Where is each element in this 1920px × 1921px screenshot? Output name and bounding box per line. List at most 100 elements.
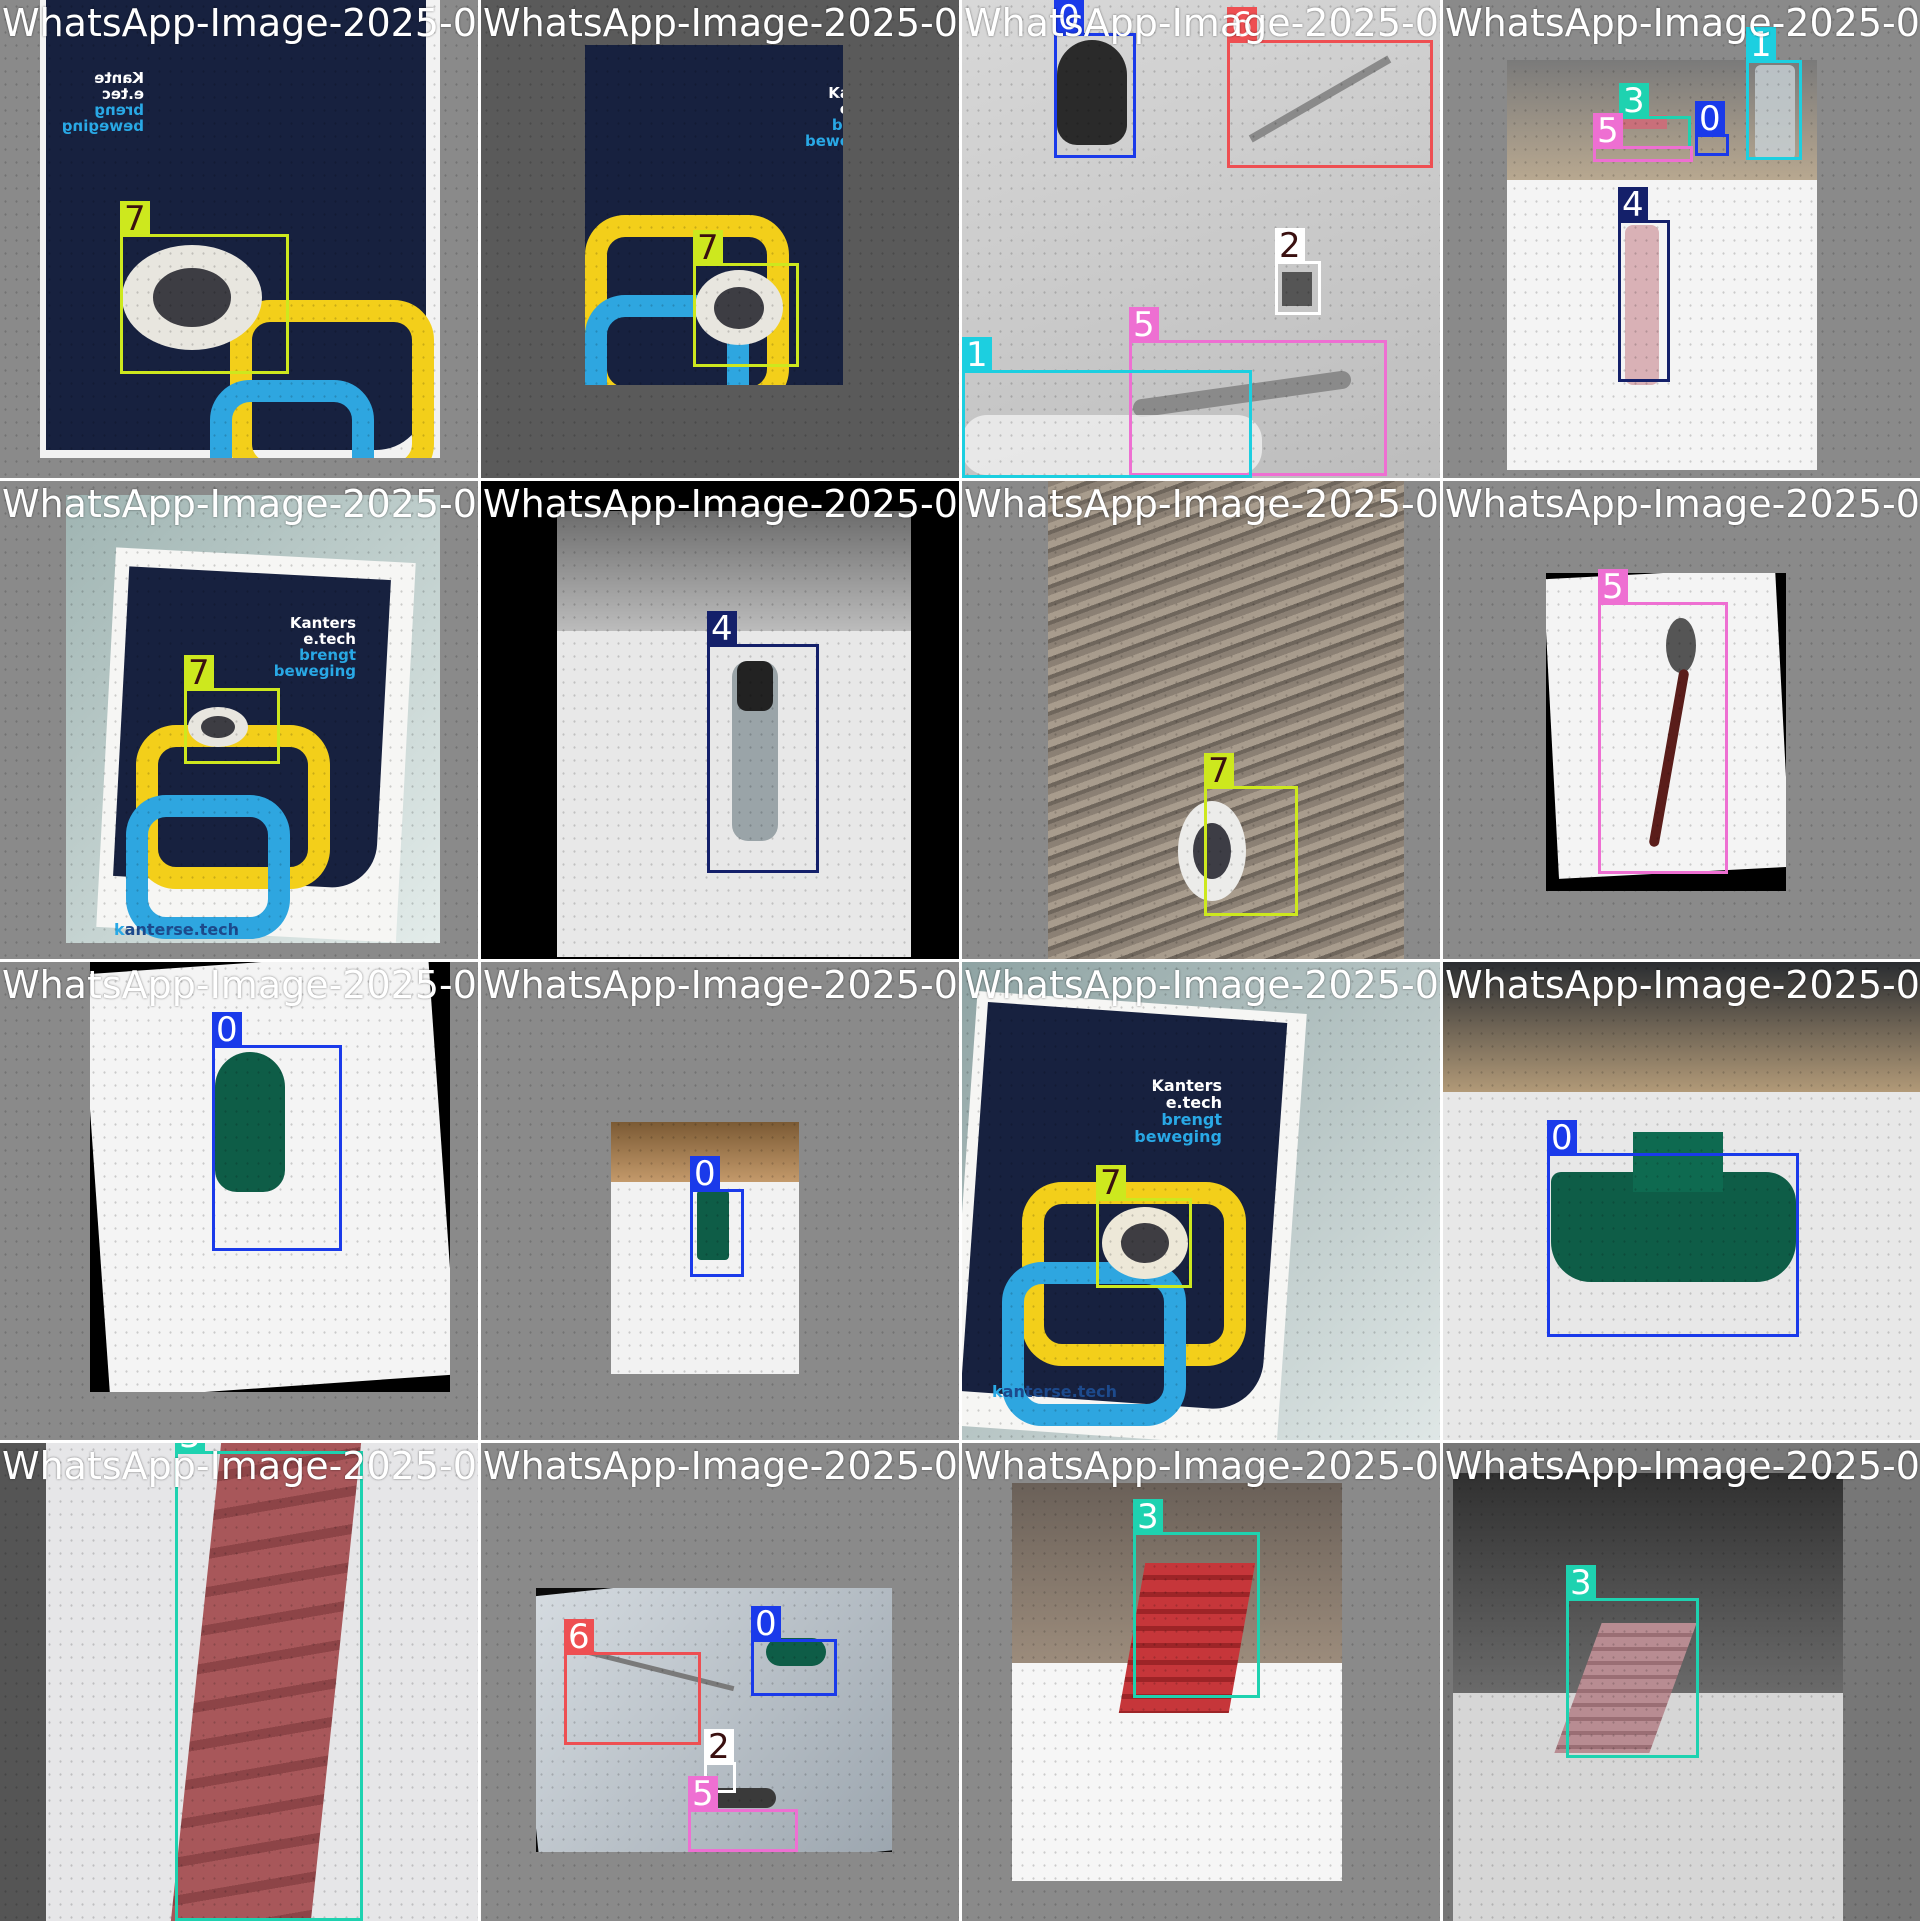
detection-box: 0 xyxy=(1054,0,1136,158)
tile-8: WhatsApp-Image-2025-03-0 5 xyxy=(1443,481,1920,959)
detection-box: 3 xyxy=(1619,83,1691,149)
detection-box: 5 xyxy=(1129,307,1387,476)
detection-box: 7 xyxy=(693,230,799,367)
tile-filename: WhatsApp-Image-2025-03-08at17_53_09 xyxy=(483,1444,959,1488)
tile-photo: Kanters e.tech brengt beweging kanterse.… xyxy=(962,962,1440,1440)
class-label: 7 xyxy=(184,655,214,691)
tile-photo xyxy=(1546,573,1786,891)
tile-13: WhatsApp-Image-2025-02-27at09_02_24-17 3 xyxy=(0,1443,478,1921)
class-label: 1 xyxy=(962,337,992,373)
tile-filename: WhatsApp-Image-2025-02-27at09_02_25-54 xyxy=(483,963,959,1007)
class-label: 3 xyxy=(175,1443,205,1454)
detection-box: 7 xyxy=(184,655,280,764)
detection-box: 3 xyxy=(1566,1565,1699,1758)
tile-filename: WhatsApp-Image-2025-03-08at17_10_08-2 xyxy=(2,482,478,526)
class-label: 7 xyxy=(120,201,150,237)
tile-15: WhatsApp-Image-2025-02-27at09_02_24-19 3 xyxy=(962,1443,1440,1921)
tile-12: WhatsApp-Image-2025-02-2 0 xyxy=(1443,962,1920,1440)
detection-box: 3 xyxy=(1133,1499,1260,1698)
tile-10: WhatsApp-Image-2025-02-27at09_02_25-54 0 xyxy=(481,962,959,1440)
class-label: 0 xyxy=(690,1156,720,1192)
tile-11: Kanters e.tech brengt beweging kanterse.… xyxy=(962,962,1440,1440)
tile-filename: WhatsApp-Image-2025-03-08at17_11_13-1 xyxy=(2,1,478,45)
tile-filename: WhatsApp-Image-2025-02-27at09_02_24-17 xyxy=(2,1444,478,1488)
tile-filename: WhatsApp-Image-2025-02-2 xyxy=(1445,963,1920,1007)
class-label: 5 xyxy=(688,1776,718,1812)
poster-text: Ka e br bewe xyxy=(805,85,843,149)
class-label: 3 xyxy=(1566,1565,1596,1601)
tile-filename: WhatsApp-Image-2025-03-08at10_55_20-1 xyxy=(964,1,1440,45)
detection-box: 7 xyxy=(120,201,289,374)
class-label: 0 xyxy=(751,1606,781,1642)
tile-filename: WhatsApp-Image-2025-03-08at17_14_23-1 xyxy=(964,482,1440,526)
class-label: 0 xyxy=(1054,0,1084,36)
class-label: 7 xyxy=(693,230,723,266)
class-label: 6 xyxy=(1227,7,1257,43)
detection-box: 6 xyxy=(564,1619,701,1745)
tile-photo xyxy=(557,511,911,957)
tile-photo xyxy=(90,962,450,1392)
tile-9: WhatsApp-Image-2025-02-27at09_02_25-64 0 xyxy=(0,962,478,1440)
detection-box: 0 xyxy=(1547,1120,1799,1337)
class-label: 3 xyxy=(1619,83,1649,119)
class-label: 0 xyxy=(1547,1120,1577,1156)
tile-photo: Kante e.tec breng beweging xyxy=(40,0,440,458)
class-label: 2 xyxy=(1275,228,1305,264)
tile-3: WhatsApp-Image-2025-03-08at10_55_20-1 0 … xyxy=(962,0,1440,478)
tile-photo: Ka e br bewe xyxy=(585,45,843,385)
poster-logo: kanterse.tech xyxy=(114,920,239,939)
tile-filename: WhatsApp-Image-2025-02-2 xyxy=(1445,1444,1920,1488)
tile-photo xyxy=(1453,1473,1843,1921)
detection-box: 0 xyxy=(212,1012,342,1251)
tile-photo xyxy=(1443,962,1920,1440)
tile-filename: WhatsApp-Image-2025-03-08at17_11_48-1 xyxy=(483,1,959,45)
detection-box: 5 xyxy=(1593,113,1693,162)
detection-box: 3 xyxy=(175,1443,363,1921)
detection-box: 6 xyxy=(1227,7,1433,168)
detection-box: 1 xyxy=(962,337,1252,478)
class-label: 6 xyxy=(564,1619,594,1655)
detection-box: 0 xyxy=(1695,101,1729,156)
tile-photo xyxy=(46,1443,478,1921)
class-label: 5 xyxy=(1598,569,1628,605)
detection-box: 7 xyxy=(1204,753,1298,916)
detection-box: 2 xyxy=(1275,228,1321,315)
detection-box: 5 xyxy=(688,1776,798,1852)
tile-14: WhatsApp-Image-2025-03-08at17_53_09 6 0 … xyxy=(481,1443,959,1921)
class-label: 3 xyxy=(1133,1499,1163,1535)
tile-filename: WhatsApp-Image-2025-03-08at17_11_17-jp xyxy=(964,963,1440,1007)
tile-7: WhatsApp-Image-2025-03-08at17_14_23-1 7 xyxy=(962,481,1440,959)
class-label: 4 xyxy=(707,611,737,647)
tile-filename: WhatsApp-Image-2025-02-27at09_02_25-64 xyxy=(2,963,478,1007)
class-label: 5 xyxy=(1593,113,1623,149)
poster-text: Kanters e.tech brengt beweging xyxy=(1132,1077,1222,1145)
detection-box: 7 xyxy=(1096,1165,1192,1288)
detection-box: 1 xyxy=(1746,27,1802,160)
tile-photo xyxy=(1012,1483,1342,1881)
class-label: 0 xyxy=(1695,101,1725,137)
tile-filename: WhatsApp-Image-2025-02-27at12_29_0 xyxy=(1445,1,1920,45)
detection-box: 5 xyxy=(1598,569,1728,874)
tile-6: WhatsApp-Image-2025-02-27at09_48_17-2 4 xyxy=(481,481,959,959)
poster-text: Kanters e.tech brengt beweging xyxy=(266,615,356,679)
tile-5: Kanters e.tech brengt beweging kanterse.… xyxy=(0,481,478,959)
tile-1: Kante e.tec breng beweging WhatsApp-Imag… xyxy=(0,0,478,478)
tile-2: Ka e br bewe WhatsApp-Image-2025-03-08at… xyxy=(481,0,959,478)
poster-logo: kanterse.tech xyxy=(992,1382,1117,1401)
tile-16: WhatsApp-Image-2025-02-2 3 xyxy=(1443,1443,1920,1921)
tile-filename: WhatsApp-Image-2025-03-0 xyxy=(1445,482,1920,526)
class-label: 7 xyxy=(1204,753,1234,789)
class-label: 5 xyxy=(1129,307,1159,343)
class-label: 1 xyxy=(1746,27,1776,63)
class-label: 2 xyxy=(704,1729,734,1765)
class-label: 7 xyxy=(1096,1165,1126,1201)
tile-photo xyxy=(1048,481,1404,959)
tile-photo xyxy=(962,0,1440,478)
tile-filename: WhatsApp-Image-2025-02-27at09_02_24-19 xyxy=(964,1444,1440,1488)
class-label: 0 xyxy=(212,1012,242,1048)
detection-box: 0 xyxy=(751,1606,837,1696)
detection-box: 0 xyxy=(690,1156,744,1277)
class-label: 4 xyxy=(1618,187,1648,223)
detection-box: 4 xyxy=(1618,187,1670,382)
